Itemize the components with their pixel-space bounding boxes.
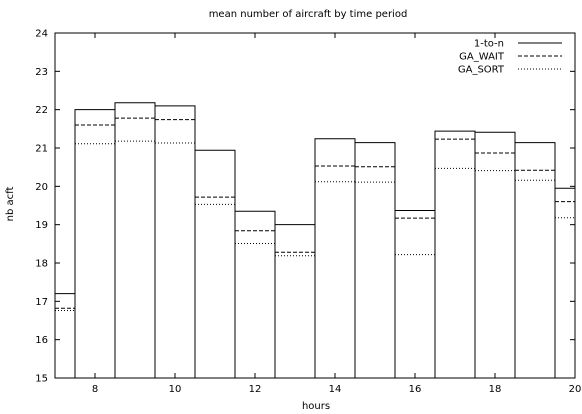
y-tick-label: 23 bbox=[35, 67, 48, 78]
y-tick-label: 18 bbox=[35, 259, 48, 270]
bar bbox=[194, 149, 236, 378]
y-tick-label: 24 bbox=[35, 29, 48, 40]
plot-frame bbox=[54, 32, 576, 379]
x-axis-label: hours bbox=[302, 401, 330, 412]
y-axis-label: nb acft bbox=[5, 187, 16, 222]
series-ga-sort bbox=[55, 140, 575, 312]
series-ga-wait bbox=[55, 117, 575, 309]
x-tick-label: 16 bbox=[409, 384, 422, 395]
bar bbox=[154, 105, 196, 378]
y-tick-label: 22 bbox=[35, 105, 48, 116]
legend: 1-to-n GA_WAIT GA_SORT bbox=[458, 39, 562, 76]
legend-label: GA_SORT bbox=[458, 65, 505, 76]
y-tick-label: 17 bbox=[35, 297, 48, 308]
y-tick-label: 15 bbox=[35, 374, 48, 385]
bar bbox=[114, 102, 156, 378]
bar bbox=[554, 187, 576, 378]
series-group bbox=[54, 102, 576, 378]
bar bbox=[54, 293, 76, 378]
axis-ticks: 15 16 17 18 19 20 21 22 23 24 8 10 12 14 16 18 20 bbox=[35, 29, 581, 396]
bar bbox=[234, 210, 276, 378]
bar bbox=[514, 142, 556, 378]
y-tick-label: 19 bbox=[35, 220, 48, 231]
x-tick-label: 8 bbox=[92, 384, 98, 395]
chart-title: mean number of aircraft by time period bbox=[209, 9, 408, 20]
y-tick-label: 16 bbox=[35, 335, 48, 346]
y-tick-label: 21 bbox=[35, 144, 48, 155]
bar bbox=[354, 142, 396, 378]
x-tick-label: 12 bbox=[249, 384, 262, 395]
y-tick-label: 20 bbox=[35, 182, 48, 193]
bar bbox=[314, 138, 356, 378]
x-tick-label: 14 bbox=[329, 384, 342, 395]
x-tick-label: 20 bbox=[569, 384, 582, 395]
legend-label: GA_WAIT bbox=[459, 52, 505, 63]
bar bbox=[474, 131, 516, 378]
x-tick-label: 18 bbox=[489, 384, 502, 395]
legend-label: 1-to-n bbox=[474, 39, 504, 50]
series-1-to-n bbox=[54, 102, 576, 378]
bar bbox=[274, 224, 316, 378]
bar bbox=[394, 209, 436, 378]
bar bbox=[74, 109, 116, 378]
x-tick-label: 10 bbox=[169, 384, 182, 395]
